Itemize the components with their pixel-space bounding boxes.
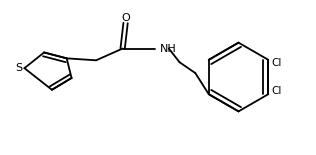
Text: O: O xyxy=(121,13,130,23)
Text: Cl: Cl xyxy=(271,86,282,96)
Text: NH: NH xyxy=(160,44,177,53)
Text: S: S xyxy=(15,63,22,73)
Text: Cl: Cl xyxy=(271,58,282,68)
